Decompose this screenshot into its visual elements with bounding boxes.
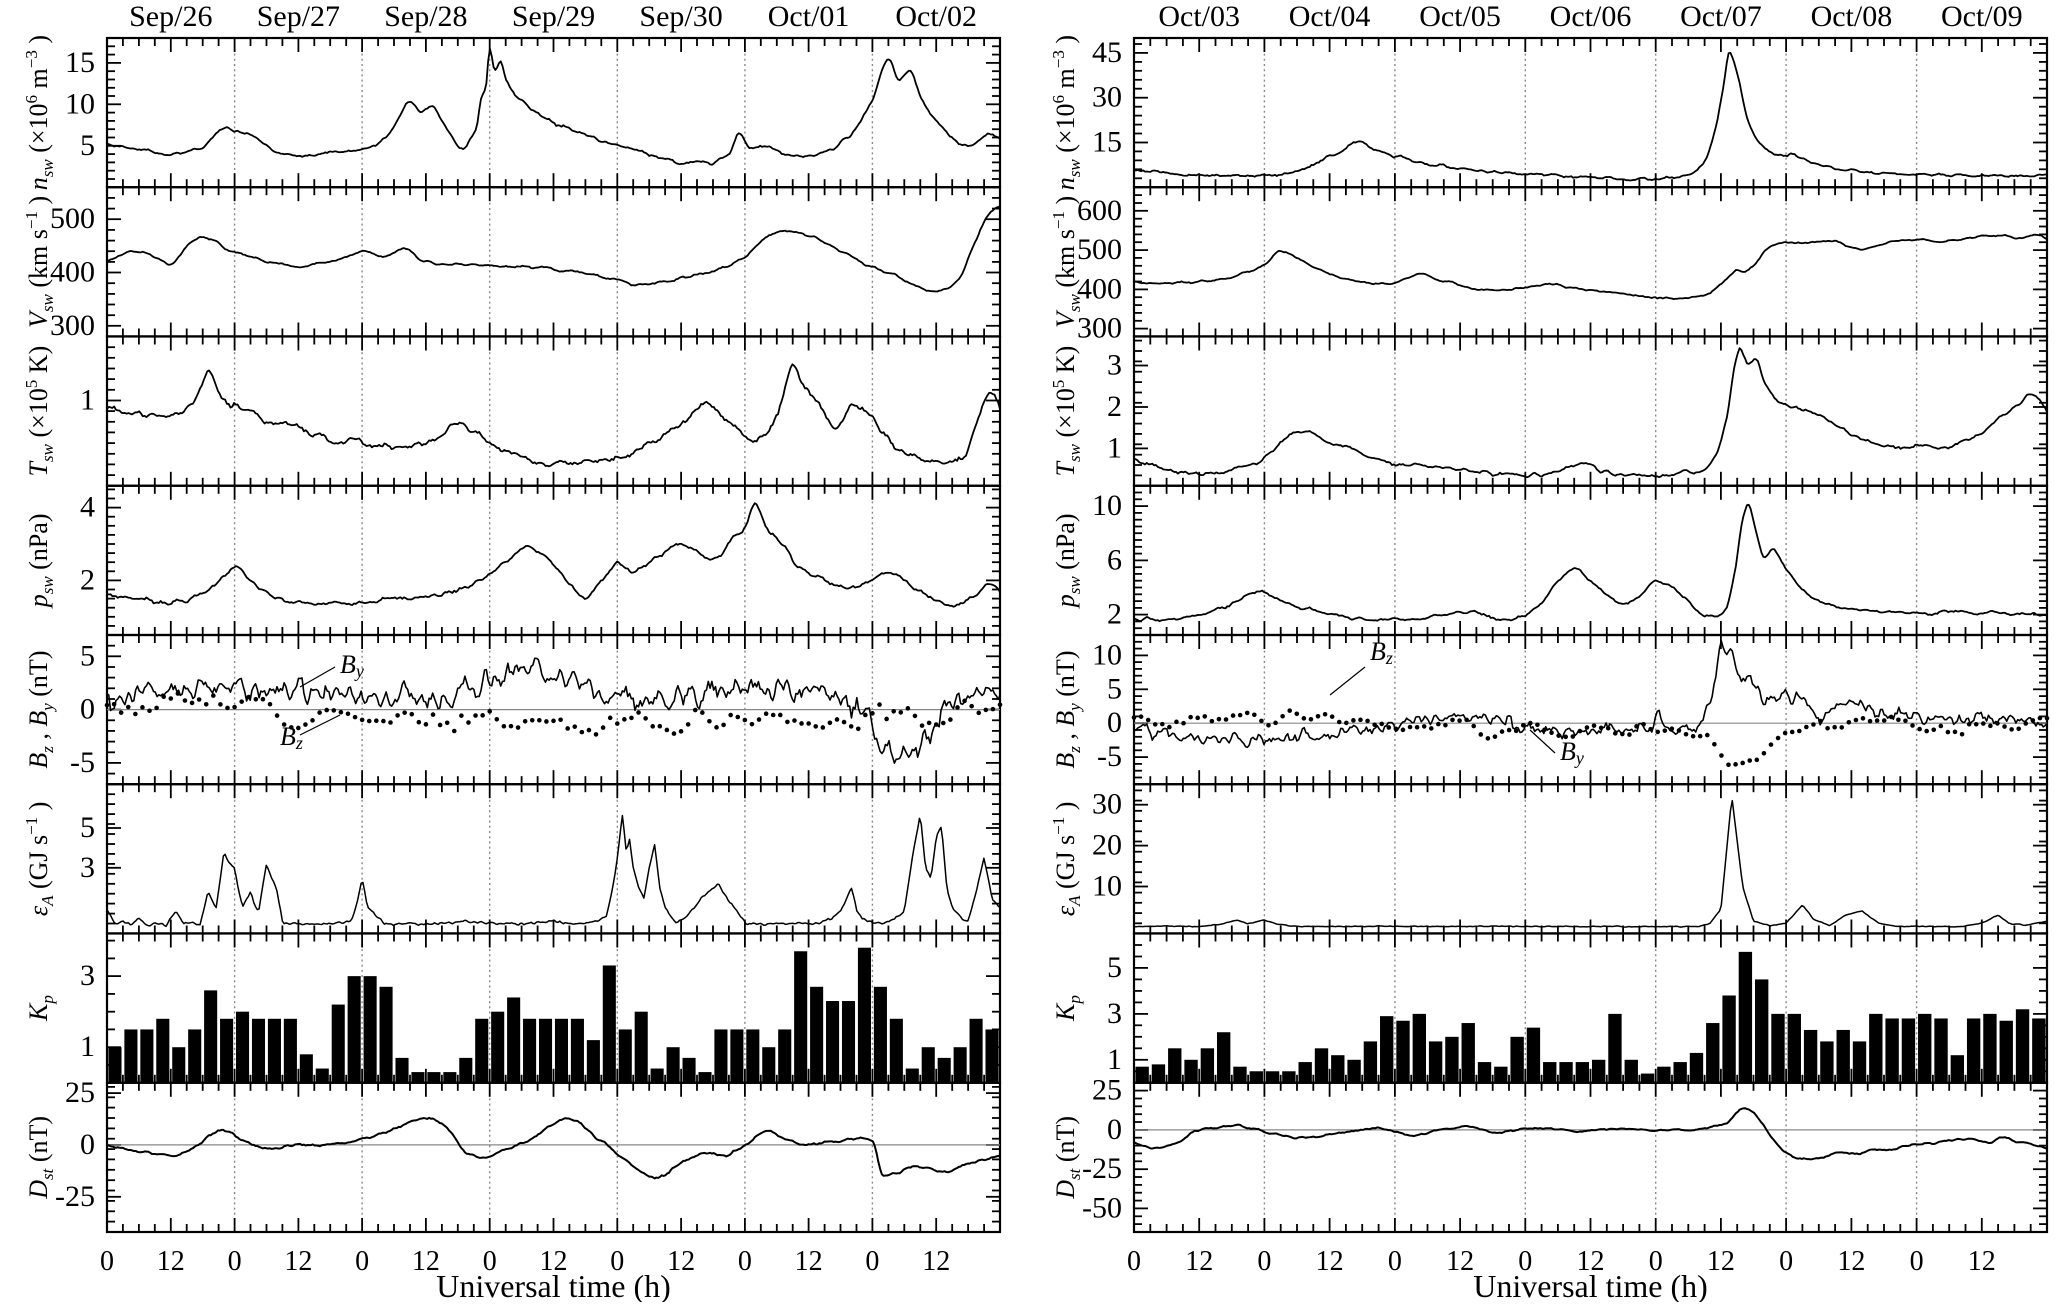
svg-text:300: 300 [50,309,95,342]
svg-text:Oct/08: Oct/08 [1811,0,1893,33]
svg-text:0: 0 [865,1246,879,1277]
svg-text:Dst (nT): Dst (nT) [24,1116,57,1200]
svg-text:Oct/07: Oct/07 [1680,0,1762,33]
svg-text:0: 0 [738,1246,752,1277]
svg-text:Sep/28: Sep/28 [384,0,467,33]
svg-text:-5: -5 [1097,740,1122,773]
svg-text:10: 10 [65,87,95,120]
svg-text:Universal time (h): Universal time (h) [436,1268,671,1302]
svg-text:Oct/03: Oct/03 [1158,0,1240,33]
svg-text:1: 1 [1107,1043,1122,1076]
svg-text:-5: -5 [70,746,95,779]
svg-text:0: 0 [355,1246,369,1277]
svg-text:12: 12 [1446,1246,1474,1277]
svg-text:400: 400 [50,256,95,289]
svg-text:0: 0 [80,1128,95,1161]
svg-text:15: 15 [1092,126,1122,159]
svg-text:Universal time (h): Universal time (h) [1473,1268,1708,1302]
svg-text:5: 5 [80,811,95,844]
svg-text:12: 12 [1968,1246,1996,1277]
svg-text:0: 0 [80,693,95,726]
svg-text:12: 12 [1707,1246,1735,1277]
svg-text:12: 12 [284,1246,312,1277]
svg-text:3: 3 [1107,997,1122,1030]
svg-text:5: 5 [1107,672,1122,705]
svg-text:Oct/09: Oct/09 [1941,0,2023,33]
svg-text:3: 3 [80,959,95,992]
svg-text:10: 10 [1092,489,1122,522]
svg-text:15: 15 [65,46,95,79]
svg-text:Sep/29: Sep/29 [512,0,595,33]
svg-text:Oct/01: Oct/01 [768,0,850,33]
svg-text:Dst (nT): Dst (nT) [1051,1116,1084,1200]
svg-text:30: 30 [1092,81,1122,114]
svg-text:0: 0 [1910,1246,1924,1277]
svg-text:0: 0 [228,1246,242,1277]
svg-text:45: 45 [1092,36,1122,69]
svg-text:5: 5 [1107,951,1122,984]
svg-text:600: 600 [1077,194,1122,227]
svg-text:0: 0 [1257,1246,1271,1277]
svg-text:psw (nPa): psw (nPa) [1051,514,1084,610]
svg-text:5: 5 [80,639,95,672]
svg-text:25: 25 [65,1076,95,1109]
svg-text:6: 6 [1107,543,1122,576]
svg-text:psw (nPa): psw (nPa) [24,514,57,610]
svg-text:10: 10 [1092,870,1122,903]
svg-text:12: 12 [1837,1246,1865,1277]
svg-text:Oct/05: Oct/05 [1419,0,1501,33]
svg-text:12: 12 [157,1246,185,1277]
svg-text:1: 1 [1107,431,1122,464]
svg-text:-50: -50 [1082,1191,1122,1224]
svg-text:-25: -25 [1082,1152,1122,1185]
svg-text:Oct/02: Oct/02 [895,0,977,33]
svg-text:4: 4 [80,491,95,524]
svg-text:0: 0 [1388,1246,1402,1277]
svg-text:0: 0 [100,1246,114,1277]
svg-text:500: 500 [50,202,95,235]
svg-text:25: 25 [1092,1074,1122,1107]
svg-text:1: 1 [80,384,95,417]
svg-text:3: 3 [1107,349,1122,382]
svg-text:0: 0 [1107,706,1122,739]
svg-text:1: 1 [80,1030,95,1063]
svg-text:300: 300 [1077,312,1122,345]
svg-text:10: 10 [1092,638,1122,671]
svg-text:12: 12 [667,1246,695,1277]
svg-text:30: 30 [1092,788,1122,821]
svg-text:-25: -25 [55,1180,95,1213]
svg-text:12: 12 [795,1246,823,1277]
svg-text:0: 0 [1127,1246,1141,1277]
svg-text:12: 12 [1316,1246,1344,1277]
svg-text:20: 20 [1092,829,1122,862]
svg-text:0: 0 [1107,1113,1122,1146]
svg-text:12: 12 [922,1246,950,1277]
svg-text:Oct/04: Oct/04 [1289,0,1371,33]
svg-text:3: 3 [80,851,95,884]
svg-text:Sep/26: Sep/26 [129,0,212,33]
svg-text:2: 2 [1107,598,1122,631]
svg-text:Sep/27: Sep/27 [257,0,340,33]
svg-text:500: 500 [1077,233,1122,266]
svg-text:5: 5 [80,129,95,162]
svg-text:2: 2 [80,563,95,596]
svg-text:2: 2 [1107,390,1122,423]
svg-text:0: 0 [1779,1246,1793,1277]
svg-text:Oct/06: Oct/06 [1550,0,1632,33]
svg-text:12: 12 [1185,1246,1213,1277]
svg-text:Sep/30: Sep/30 [639,0,722,33]
